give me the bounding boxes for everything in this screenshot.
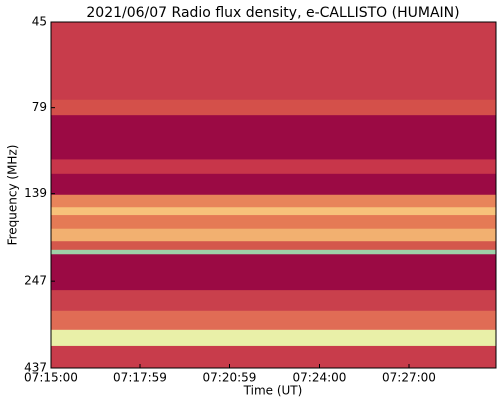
x-tick-label: 07:15:00 <box>24 371 78 385</box>
y-tick-label: 79 <box>32 100 47 114</box>
x-tick-label: 07:27:00 <box>382 371 436 385</box>
y-tick-label: 139 <box>24 186 47 200</box>
x-tick-label: 07:24:00 <box>293 371 347 385</box>
band <box>51 310 496 331</box>
y-tick-label: 45 <box>32 15 47 29</box>
x-tick-label: 07:17:59 <box>113 371 167 385</box>
band <box>51 345 496 369</box>
chart-title: 2021/06/07 Radio flux density, e-CALLIST… <box>86 5 459 21</box>
plot-frame <box>50 21 497 369</box>
band <box>51 207 496 216</box>
band <box>51 99 496 116</box>
band <box>51 241 496 251</box>
y-tick-label: 437 <box>24 361 47 375</box>
y-axis-label: Frequency (MHz) <box>6 145 20 246</box>
band <box>51 329 496 347</box>
band <box>51 159 496 175</box>
band <box>51 194 496 208</box>
band <box>51 290 496 312</box>
band <box>51 115 496 160</box>
band <box>51 22 496 101</box>
band <box>51 173 496 196</box>
band <box>51 254 496 291</box>
band <box>51 249 496 255</box>
x-axis-label: Time (UT) <box>243 384 303 398</box>
y-tick-label: 247 <box>24 274 47 288</box>
x-tick-label: 07:20:59 <box>203 371 257 385</box>
band <box>51 228 496 242</box>
band <box>51 215 496 230</box>
